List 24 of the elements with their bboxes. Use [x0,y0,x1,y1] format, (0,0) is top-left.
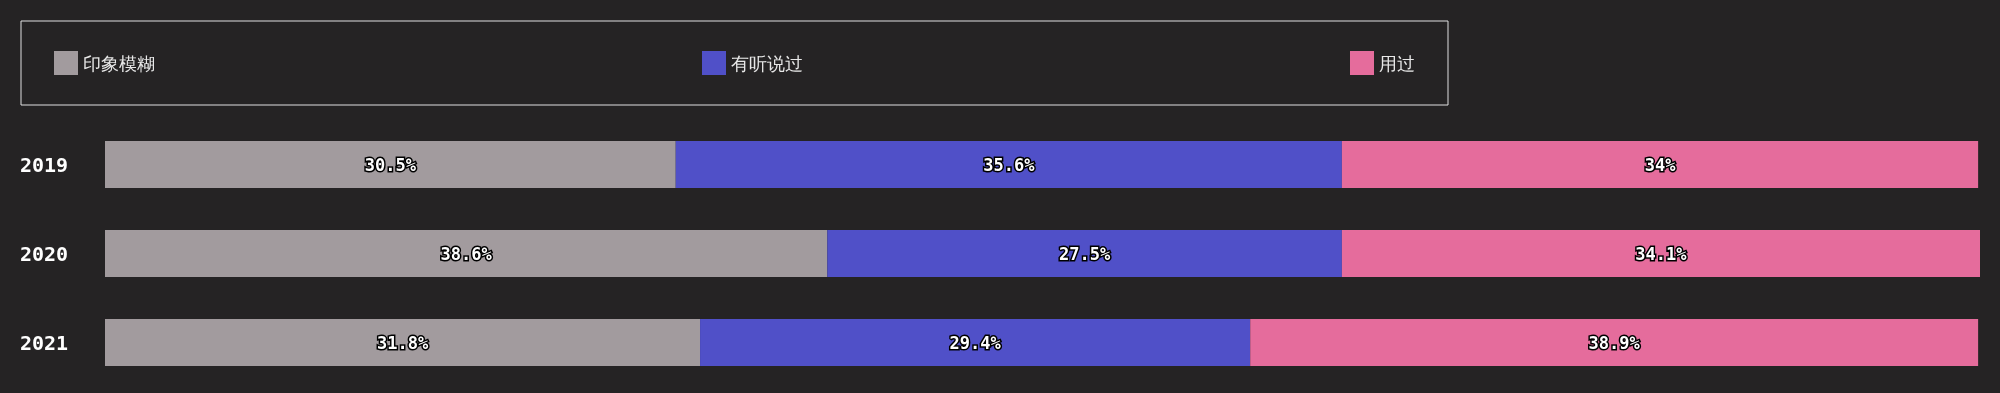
y-tick-label: 2020 [20,241,69,266]
bar [827,230,1342,277]
data-label: 31.8% [376,332,429,353]
data-label: 38.9% [1588,332,1641,353]
bar [105,319,701,366]
data-label: 29.4% [949,332,1002,353]
bar [1250,319,1979,366]
bar [105,230,828,277]
bar [675,141,1342,188]
legend-label: 印象模糊 [83,52,155,74]
data-label: 27.5% [1059,243,1111,264]
data-label: 38.6% [440,243,493,264]
y-tick-label: 2021 [20,330,69,355]
bar [700,319,1251,366]
data-label: 34.1% [1635,243,1688,264]
legend-label: 有听说过 [731,52,803,74]
bar [1341,141,1979,188]
data-label: 35.6% [983,154,1036,175]
bar [1341,230,1980,277]
data-label: 30.5% [364,154,417,175]
legend-label: 用过 [1379,52,1415,74]
data-label: 34% [1644,154,1677,175]
bar [105,141,676,188]
y-tick-label: 2019 [20,152,69,177]
